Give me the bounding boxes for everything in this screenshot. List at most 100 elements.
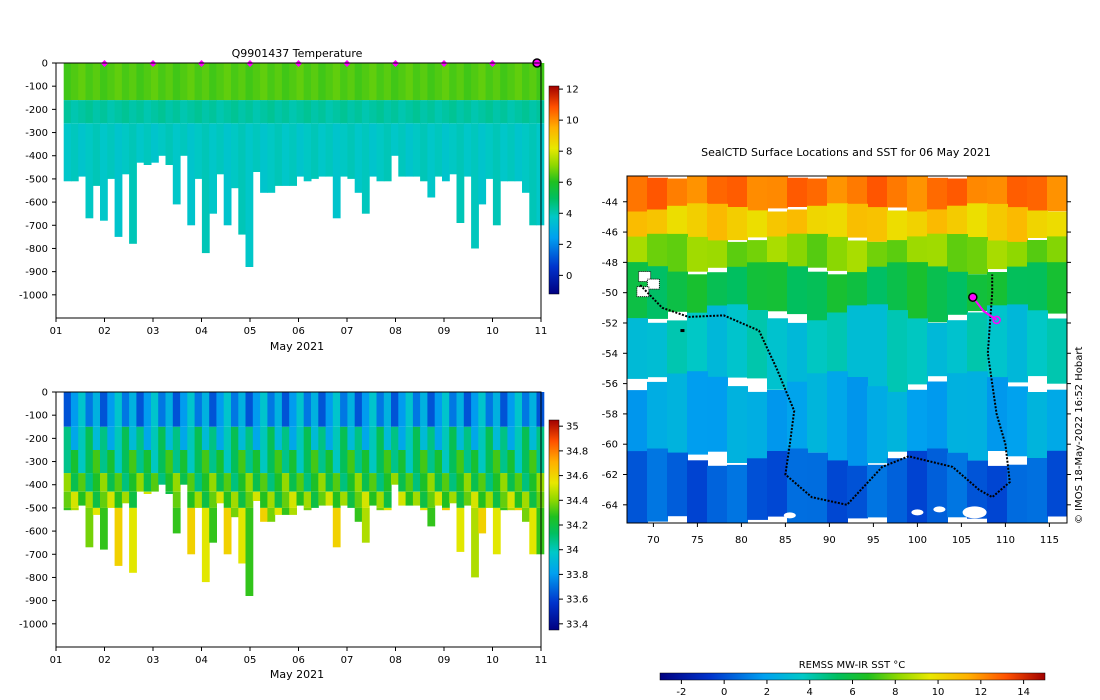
profile-cell	[223, 63, 232, 101]
profile-cell	[252, 473, 261, 492]
profile-cell	[522, 450, 530, 474]
profile-cell	[107, 123, 116, 179]
sst-cell	[707, 376, 728, 452]
profile-cell	[245, 507, 254, 596]
profile-cell	[318, 450, 327, 474]
lat-tick-label: -62	[602, 470, 618, 481]
profile-cell	[107, 491, 116, 508]
profile-cell	[383, 100, 392, 124]
profile-cell	[434, 426, 443, 450]
profile-cell	[267, 507, 276, 522]
sst-cell	[887, 458, 908, 523]
sst-cell	[947, 373, 968, 472]
profile-cell	[143, 473, 152, 492]
profile-cell	[187, 426, 196, 450]
profile-cell	[332, 450, 341, 474]
profile-cell	[274, 123, 283, 186]
profile-cell	[412, 123, 421, 177]
profile-cell	[223, 473, 232, 492]
profile-cell	[449, 473, 457, 492]
profile-cell	[281, 100, 290, 124]
profile-cell	[63, 491, 72, 508]
sst-cell	[627, 390, 648, 461]
profile-cell	[449, 491, 457, 504]
profile-cell	[369, 426, 377, 450]
profile-cell	[354, 426, 363, 450]
profile-cell	[463, 426, 472, 450]
profile-cell	[114, 63, 123, 101]
profile-cell	[311, 123, 319, 179]
profile-cell	[114, 491, 123, 508]
profile-cell	[180, 63, 188, 101]
profile-cell	[260, 392, 268, 427]
profile-cell	[442, 123, 450, 182]
sst-cell	[1027, 262, 1048, 322]
x-tick-label: 08	[389, 326, 402, 337]
profile-cell	[463, 450, 472, 474]
sst-colorbar-tick-label: -2	[676, 687, 686, 698]
profile-cell	[121, 473, 130, 492]
profile-cell	[194, 473, 203, 492]
profile-cell	[245, 392, 254, 427]
ice-patch	[933, 506, 946, 513]
profile-cell	[180, 123, 188, 156]
ice-patch	[783, 512, 796, 519]
profile-cell	[354, 123, 363, 193]
profile-cell	[194, 450, 203, 474]
profile-cell	[369, 491, 377, 506]
profile-cell	[70, 100, 79, 124]
colorbar-tick-label: 34.8	[566, 446, 588, 457]
profile-cell	[514, 392, 523, 427]
profile-cell	[92, 473, 101, 492]
profile-cell	[92, 426, 101, 450]
profile-cell	[536, 392, 545, 427]
profile-cell	[245, 123, 254, 267]
profile-cell	[165, 123, 174, 165]
sst-colorbar-tick-label: 2	[764, 687, 770, 698]
profile-cell	[296, 491, 305, 506]
profile-cell	[260, 450, 268, 474]
sst-cell	[767, 451, 788, 517]
sst-cell	[967, 371, 988, 461]
profile-cell	[361, 507, 370, 543]
profile-cell	[463, 63, 472, 101]
profile-cell	[529, 426, 538, 450]
sst-cell	[867, 176, 888, 208]
profile-cell	[223, 123, 232, 226]
profile-cell	[471, 392, 479, 427]
profile-cell	[427, 392, 436, 427]
sst-cell	[667, 205, 688, 240]
profile-cell	[536, 491, 545, 508]
profile-cell	[194, 392, 203, 427]
profile-cell	[267, 450, 276, 474]
profile-cell	[427, 426, 436, 450]
profile-cell	[536, 426, 545, 450]
profile-cell	[267, 123, 276, 193]
profile-cell	[354, 491, 363, 508]
profile-cell	[340, 100, 348, 124]
map-frame	[626, 175, 1068, 524]
profile-cell	[507, 123, 516, 182]
y-tick-label: -600	[25, 527, 48, 538]
profile-cell	[522, 123, 530, 193]
profile-cell	[223, 491, 232, 508]
profile-cell	[398, 123, 407, 177]
x-tick-label: 07	[341, 655, 354, 666]
profile-cell	[514, 473, 523, 492]
profile-cell	[398, 63, 407, 101]
profile-cell	[100, 473, 108, 492]
profile-cell	[478, 426, 487, 450]
profile-cell	[252, 123, 261, 172]
sst-cell	[787, 177, 808, 207]
x-tick-label: 09	[438, 655, 451, 666]
sst-colorbar	[659, 672, 1046, 681]
profile-cell	[151, 426, 159, 450]
profile-cell	[238, 100, 247, 124]
sst-cell	[787, 381, 808, 453]
lat-tick-label: -52	[602, 318, 618, 329]
x-tick-label: 02	[98, 655, 111, 666]
profile-cell	[529, 450, 538, 474]
profile-cell	[274, 392, 283, 427]
profile-cell	[514, 491, 523, 508]
y-tick-label: 0	[42, 388, 48, 399]
